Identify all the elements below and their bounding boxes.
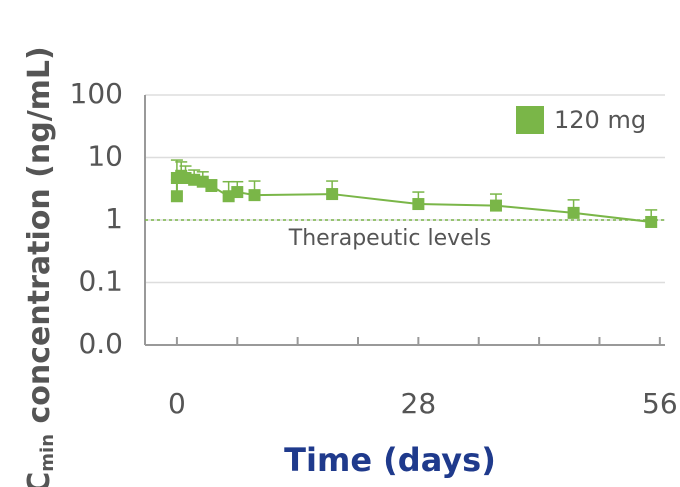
y-tick-label: 10 — [87, 140, 123, 173]
y-label-sub: min — [37, 434, 58, 472]
marker — [205, 179, 218, 192]
x-tick-label: 56 — [642, 387, 678, 420]
marker — [170, 190, 183, 203]
marker — [248, 189, 261, 202]
marker — [326, 188, 339, 201]
x-axis-label: Time (days) — [284, 441, 496, 479]
legend-label: 120 mg — [554, 106, 646, 134]
marker — [645, 215, 658, 228]
y-tick-label: 100 — [70, 77, 123, 110]
y-axis-label: Cmin concentration (ng/mL) — [22, 46, 59, 487]
x-tick-label: 28 — [401, 387, 437, 420]
y-label-rest: concentration (ng/mL) — [22, 46, 57, 434]
threshold-label: Therapeutic levels — [288, 226, 492, 251]
marker — [489, 199, 502, 212]
y-tick-label: 1 — [105, 202, 123, 235]
legend-swatch — [516, 106, 544, 134]
y-label-main: C — [22, 472, 57, 487]
y-tick-label: 0.1 — [78, 265, 123, 298]
x-tick-label: 0 — [168, 387, 186, 420]
y-tick-label: 0.0 — [78, 327, 123, 360]
marker — [567, 206, 580, 219]
marker — [231, 186, 244, 199]
marker — [412, 198, 425, 211]
